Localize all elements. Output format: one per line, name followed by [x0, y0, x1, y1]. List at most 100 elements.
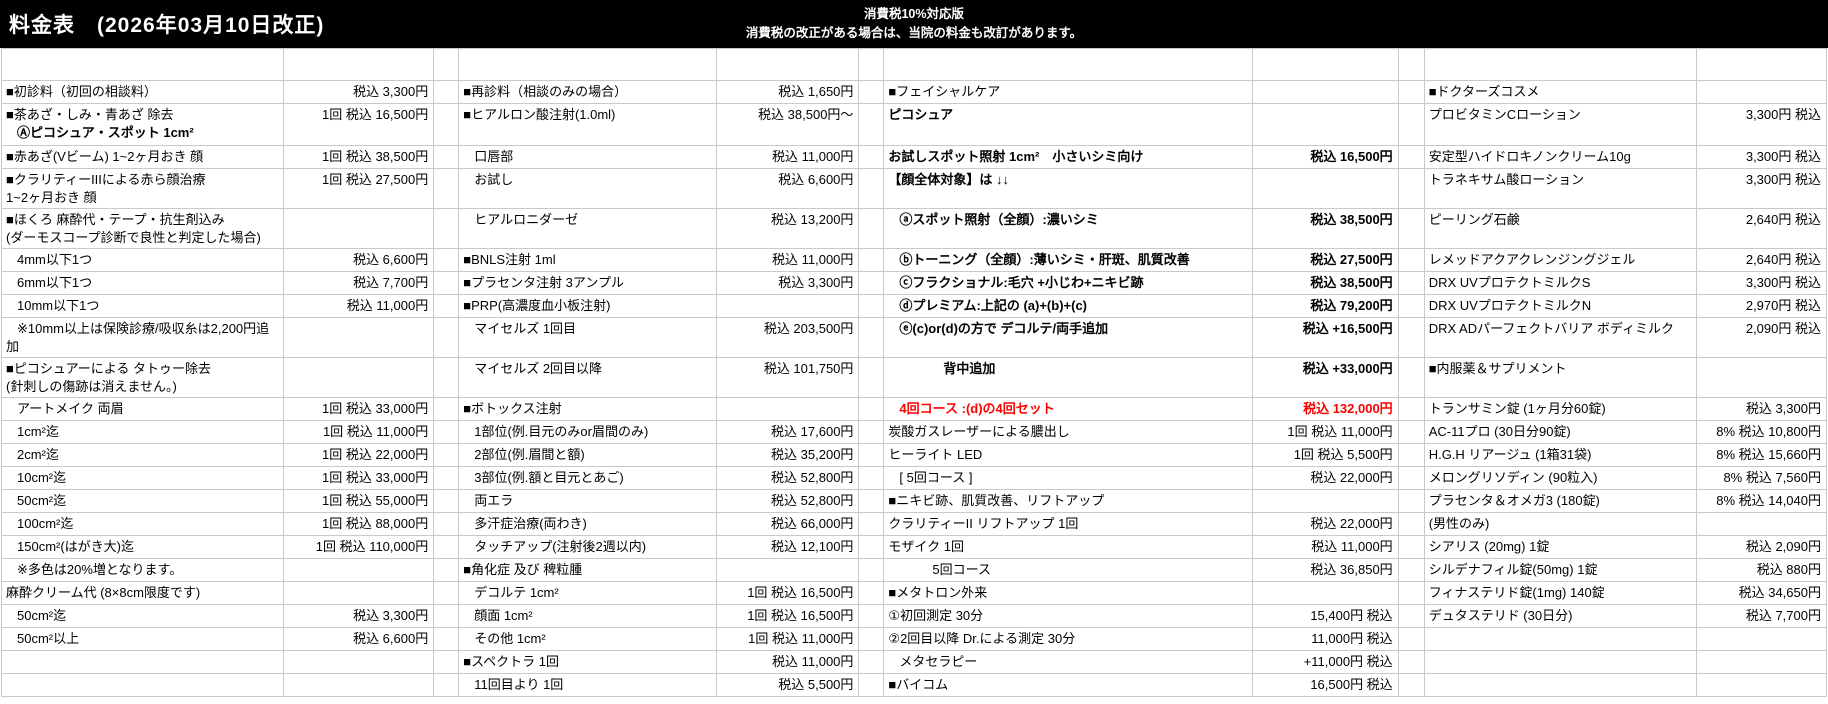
price-cell: 1回 税込 16,500円 [283, 103, 435, 146]
price-cell: 税込 79,200円 [1251, 294, 1399, 318]
price-text: 11,000円 税込 [1311, 631, 1393, 646]
item-cell: マイセルズ 2回目以降 [458, 357, 718, 398]
price-text: 1回 税込 11,000円 [322, 424, 429, 439]
spacer-cell [858, 650, 885, 674]
item-cell: 3部位(例.額と目元とあご) [458, 466, 718, 490]
price-cell [1695, 80, 1828, 104]
price-cell: 1回 税込 16,500円 [716, 581, 860, 605]
item-cell [0, 673, 285, 697]
tax-note-line2: 消費税の改正がある場合は、当院の料金も改訂があります。 [745, 25, 1083, 40]
item-text: レメッドアクアクレンジングジェル [1428, 252, 1636, 267]
price-text: 税込 52,800円 [771, 493, 854, 508]
price-cell [716, 294, 860, 318]
item-cell: ■再診料（相談のみの場合） [458, 80, 718, 104]
item-text: マイセルズ 2回目以降 [474, 361, 603, 376]
price-cell [716, 48, 860, 81]
table-row: ■茶あざ・しみ・青あざ 除去 Ⓐピコシュア・スポット 1cm² 1回 税込 16,5… [0, 103, 1828, 146]
item-cell: 2部位(例.眉間と額) [458, 443, 718, 467]
item-text: 両エラ [474, 493, 514, 508]
price-cell: 3,300円 税込 [1695, 145, 1828, 169]
price-cell: 税込 7,700円 [1695, 604, 1828, 628]
price-cell: 税込 36,850円 [1251, 558, 1399, 582]
price-text: 税込 +33,000円 [1302, 361, 1393, 376]
spacer-cell [433, 103, 460, 146]
price-text: 税込 3,300円 [1745, 401, 1821, 416]
spacer-cell [433, 80, 460, 104]
item-cell: 多汗症治療(両わき) [458, 512, 718, 536]
price-cell: 3,300円 税込 [1695, 271, 1828, 295]
item-cell: ②2回目以降 Dr.による測定 30分 [883, 627, 1253, 651]
price-cell: 税込 7,700円 [283, 271, 435, 295]
price-cell: 2,640円 税込 [1695, 248, 1828, 272]
item-cell: ⓔ(c)or(d)の方で デコルテ/両手追加 [883, 317, 1253, 358]
spacer-cell [858, 466, 885, 490]
spacer-cell [1397, 317, 1425, 358]
item-text: 口唇部 [474, 149, 514, 164]
spacer-cell [858, 535, 885, 559]
price-text: 税込 11,000円 [772, 252, 854, 267]
spacer-cell [858, 604, 885, 628]
item-text: ■ニキビ跡、肌質改善、リフトアップ [888, 493, 1105, 508]
item-text: モザイク 1回 [888, 539, 965, 554]
price-text: 税込 36,850円 [1310, 562, 1393, 577]
item-text: ■メタトロン外来 [888, 585, 988, 600]
price-text: 税込 79,200円 [1310, 298, 1393, 313]
price-cell [283, 208, 435, 249]
item-cell: ヒアルロニダーゼ [458, 208, 718, 249]
item-cell: 安定型ハイドロキノンクリーム10g [1423, 145, 1697, 169]
price-text: 税込 38,500円 [1310, 275, 1393, 290]
price-cell [716, 558, 860, 582]
table-row: ※10mm以上は保険診療/吸収糸は2,200円追加 マイセルズ 1回目 税込 203… [0, 317, 1828, 358]
price-cell: 税込 16,500円 [1251, 145, 1399, 169]
spacer-cell [858, 420, 885, 444]
item-text: ⓔ(c)or(d)の方で デコルテ/両手追加 [899, 321, 1109, 336]
price-text: 税込 6,600円 [353, 631, 429, 646]
item-cell: DRX ADパーフェクトバリア ボディミルク [1423, 317, 1697, 358]
item-text: ■PRP(高濃度血小板注射) [463, 298, 611, 313]
price-cell: 1回 税込 22,000円 [283, 443, 435, 467]
price-cell: 2,640円 税込 [1695, 208, 1828, 249]
price-cell: 1回 税込 11,000円 [1251, 420, 1399, 444]
price-text: 15,400円 税込 [1310, 608, 1393, 623]
price-cell [1695, 627, 1828, 651]
price-cell: 1回 税込 11,000円 [283, 420, 435, 444]
item-text: ■ほくろ 麻酔代・テープ・抗生剤込み [6, 212, 225, 227]
item-text: 顔面 1cm² [474, 608, 533, 623]
spacer-cell [1397, 48, 1425, 81]
item-text: フィナステリド錠(1mg) 140錠 [1428, 585, 1605, 600]
price-text: 税込 132,000円 [1303, 401, 1393, 416]
item-cell: 背中追加 [883, 357, 1253, 398]
price-cell: 税込 11,000円 [1251, 535, 1399, 559]
item-cell [1423, 48, 1697, 81]
price-cell [716, 397, 860, 421]
spacer-cell [1397, 397, 1425, 421]
item-text: クラリティーII リフトアップ 1回 [888, 516, 1079, 531]
spacer-cell [858, 443, 885, 467]
item-text: メタセラピー [899, 654, 978, 669]
item-text: ■スペクトラ 1回 [463, 654, 560, 669]
price-cell [1695, 357, 1828, 398]
spacer-cell [433, 512, 460, 536]
item-cell: 10mm以下1つ [0, 294, 285, 318]
spacer-cell [1397, 673, 1425, 697]
item-cell: ■メタトロン外来 [883, 581, 1253, 605]
item-text: 50cm²以上 [17, 631, 80, 646]
price-cell: 税込 38,500円 [1251, 208, 1399, 249]
price-text: 8% 税込 14,040円 [1716, 493, 1821, 508]
item-cell: 4mm以下1つ [0, 248, 285, 272]
spacer-cell [1397, 103, 1425, 146]
item-cell: プラセンタ＆オメガ3 (180錠) [1423, 489, 1697, 513]
item-text: H.G.H リアージュ (1箱31袋) [1428, 447, 1592, 462]
spacer-cell [1397, 535, 1425, 559]
spacer-cell [858, 168, 885, 209]
price-cell [1251, 80, 1399, 104]
table-row: ■スペクトラ 1回 税込 11,000円 メタセラピー +11,000円 税込 [0, 650, 1828, 674]
item-cell: 口唇部 [458, 145, 718, 169]
item-text: 11回目より 1回 [474, 677, 564, 692]
table-row: 100cm²迄 1回 税込 88,000円 多汗症治療(両わき) 税込 66,000円… [0, 512, 1828, 536]
item-cell: 麻酔クリーム代 (8×8cm限度です) [0, 581, 285, 605]
item-cell: シルデナフィル錠(50mg) 1錠 [1423, 558, 1697, 582]
item-cell: お試しスポット照射 1cm² 小さいシミ向け [883, 145, 1253, 169]
price-cell: 1回 税込 11,000円 [716, 627, 860, 651]
price-text: 1回 税込 110,000円 [315, 539, 429, 554]
